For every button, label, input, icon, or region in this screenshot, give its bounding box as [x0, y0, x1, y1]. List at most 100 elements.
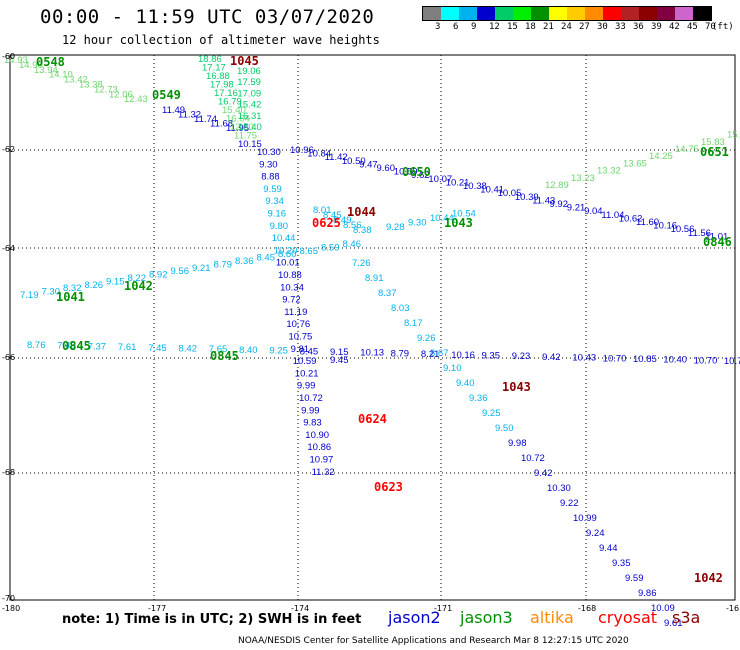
time-tag: 1045 — [230, 54, 259, 68]
swh-value: 10.75 — [289, 332, 313, 343]
colorbar-swatch — [639, 7, 657, 20]
swh-value: 7.30 — [42, 287, 61, 298]
swh-value: 12.73 — [94, 84, 118, 95]
colorbar-label: (ft) — [712, 22, 734, 32]
swh-value: 11.04 — [601, 210, 624, 221]
time-tag: 1041 — [56, 290, 85, 304]
swh-value: 8.32 — [63, 283, 82, 294]
lon-label: -180 — [2, 604, 21, 613]
swh-value: 9.80 — [270, 221, 289, 232]
swh-value: 9.56 — [171, 266, 190, 277]
swh-value: 10.05 — [498, 188, 522, 199]
swh-value: 9.60 — [377, 163, 396, 174]
swh-value: 11.42 — [325, 152, 348, 163]
time-tag: 1042 — [694, 571, 723, 585]
swh-value: 12.30 — [230, 122, 254, 133]
swh-value: 10.44 — [272, 233, 296, 244]
time-tag: 1043 — [502, 380, 531, 394]
time-tag: 1044 — [347, 205, 376, 219]
swh-value: 16.64 — [226, 114, 250, 125]
swh-value: 10.39 — [515, 192, 539, 203]
swh-value: 10.97 — [310, 455, 334, 466]
colorbar-swatch — [495, 7, 513, 20]
track-labels: 14.9314.9013.9414.1013.4213.3812.7312.06… — [4, 54, 740, 629]
swh-value: 9.21 — [192, 263, 211, 274]
swh-value: 10.34 — [280, 282, 304, 293]
swh-value: 10.41 — [480, 185, 504, 196]
swh-value: 11.32 — [312, 467, 335, 478]
lon-label: -16 — [726, 604, 740, 613]
time-tag: 1043 — [444, 216, 473, 230]
swh-value: 8.21 — [421, 349, 440, 360]
swh-value: 11.49 — [162, 105, 185, 116]
swh-value: 17.09 — [237, 88, 261, 99]
colorbar-label: 12 — [489, 22, 500, 32]
time-tag: 1042 — [124, 279, 153, 293]
swh-value: 8.49 — [333, 215, 352, 226]
swh-value: 8.36 — [235, 256, 254, 267]
swh-value: 17.16 — [214, 88, 238, 99]
swh-value: 10.90 — [305, 430, 329, 441]
swh-value: 11.95 — [226, 123, 249, 134]
credit-line: NOAA/NESDIS Center for Satellite Applica… — [238, 636, 629, 646]
swh-value: 10.59 — [394, 167, 418, 178]
swh-value: 17.98 — [210, 80, 234, 91]
lon-label: -168 — [578, 604, 597, 613]
swh-value: 13.32 — [597, 166, 621, 177]
colorbar-label: 24 — [561, 22, 572, 32]
swh-value: 10.88 — [278, 270, 302, 281]
swh-value: 10.38 — [463, 181, 487, 192]
swh-value: 9.10 — [443, 363, 462, 374]
swh-value: 16.79 — [218, 97, 242, 108]
colorbar-swatch — [423, 7, 441, 20]
lat-label: -62 — [2, 145, 16, 154]
time-tag: 0624 — [358, 412, 387, 426]
colorbar-label: 9 — [471, 22, 477, 32]
swh-value: 7.65 — [209, 344, 228, 355]
swh-value: 16.31 — [238, 111, 262, 122]
swh-value: 9.04 — [584, 206, 603, 217]
swh-value: 11.56 — [688, 228, 711, 239]
swh-value: 11.32 — [178, 110, 201, 121]
swh-value: 10.13 — [360, 348, 384, 359]
swh-value: 7.26 — [352, 258, 371, 269]
swh-value: 10.50 — [342, 156, 366, 167]
time-tag: 0623 — [374, 480, 403, 494]
colorbar-swatch — [531, 7, 549, 20]
swh-value: 10.59 — [293, 356, 317, 367]
swh-value: 10.72 — [299, 393, 323, 404]
swh-value: 8.91 — [365, 273, 384, 284]
page-subtitle: 12 hour collection of altimeter wave hei… — [62, 33, 380, 47]
swh-value: 19.06 — [237, 66, 261, 77]
colorbar-swatch — [459, 7, 477, 20]
swh-value: 9.22 — [560, 498, 579, 509]
swh-value: 9.99 — [301, 405, 320, 416]
swh-value: 8.22 — [128, 273, 147, 284]
swh-value: 9.59 — [625, 573, 644, 584]
swh-value: 8.59 — [321, 242, 340, 253]
swh-value: 10.16 — [653, 221, 677, 232]
swh-value: 10.43 — [572, 353, 596, 364]
swh-value: 9.42 — [534, 468, 553, 479]
page-title: 00:00 - 11:59 UTC 03/07/2020 — [40, 6, 375, 28]
swh-value: 15.83 — [701, 137, 725, 148]
swh-value: 13.42 — [64, 75, 88, 86]
plot-frame — [9, 54, 736, 601]
swh-value: 10.07 — [428, 174, 452, 185]
swh-value: 9.30 — [408, 218, 427, 229]
swh-value: 10.56 — [671, 224, 695, 235]
swh-value: 8.79 — [214, 259, 233, 270]
swh-value: 11.68 — [210, 119, 233, 130]
colorbar-swatch — [513, 7, 531, 20]
colorbar-swatch — [621, 7, 639, 20]
swh-value: 11.19 — [284, 307, 307, 318]
colorbar-label: 21 — [543, 22, 554, 32]
colorbar-label: 3 — [435, 22, 441, 32]
swh-value: 9.45 — [330, 355, 349, 366]
swh-value: 12.43 — [124, 94, 148, 105]
swh-value: 8.40 — [239, 345, 258, 356]
swh-value: 9.16 — [268, 209, 287, 220]
swh-value: 8.37 — [378, 288, 397, 299]
